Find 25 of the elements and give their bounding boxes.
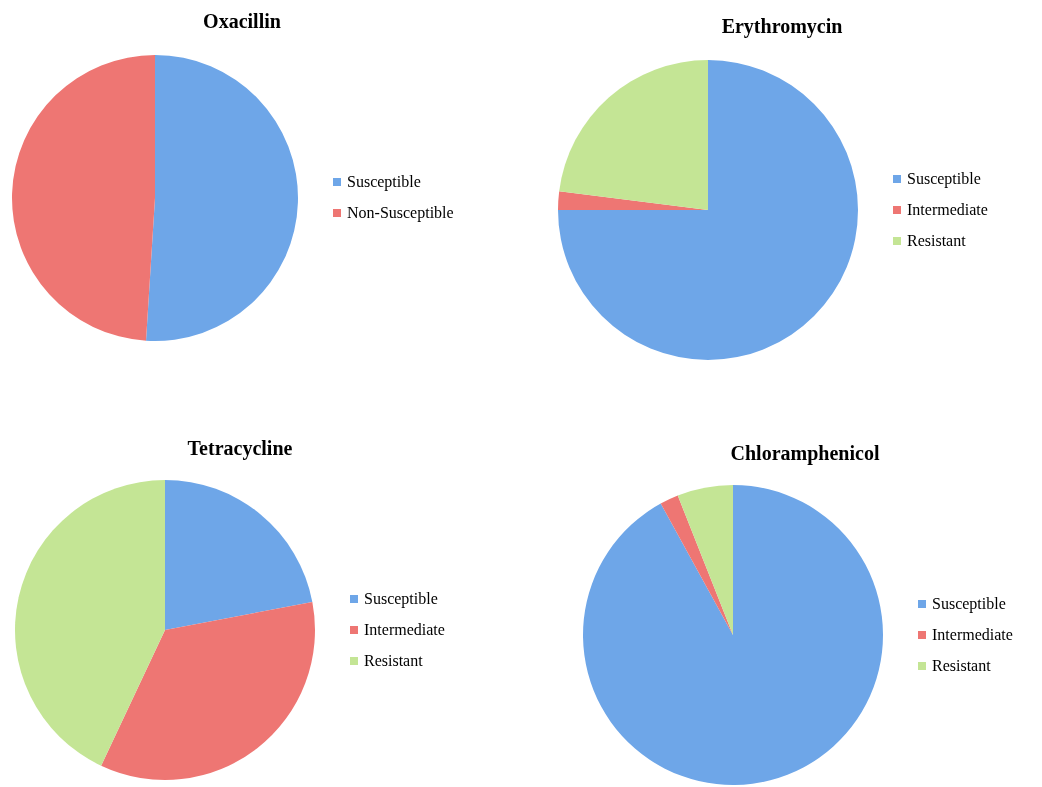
pie-slice: [559, 60, 708, 210]
pie-slice: [558, 60, 858, 360]
legend-label: Intermediate: [907, 201, 988, 218]
legend-label: Susceptible: [347, 173, 421, 191]
legend-label: Susceptible: [907, 170, 981, 188]
legend-label: Non-Susceptible: [347, 204, 454, 222]
pie-slice: [101, 601, 315, 780]
legend-label: Susceptible: [364, 590, 438, 608]
pie-slice: [165, 480, 313, 630]
legend-label: Intermediate: [364, 621, 445, 638]
chart-title: Oxacillin: [203, 10, 281, 32]
legend-label: Resistant: [932, 657, 992, 674]
legend-label: Intermediate: [932, 626, 1013, 643]
chart-title: Chloramphenicol: [730, 442, 880, 465]
pie-slice: [15, 480, 165, 766]
chart-title: Erythromycin: [721, 15, 843, 38]
pie-slice: [583, 485, 883, 785]
pie-slice: [146, 55, 298, 341]
pie-slice: [660, 495, 733, 635]
legend-label: Resistant: [364, 652, 424, 669]
legend-label: Susceptible: [932, 595, 1006, 613]
pie-slice: [677, 485, 733, 635]
pie-slice: [12, 55, 155, 341]
chart-title: Tetracycline: [187, 437, 293, 460]
legend-label: Resistant: [907, 232, 967, 249]
